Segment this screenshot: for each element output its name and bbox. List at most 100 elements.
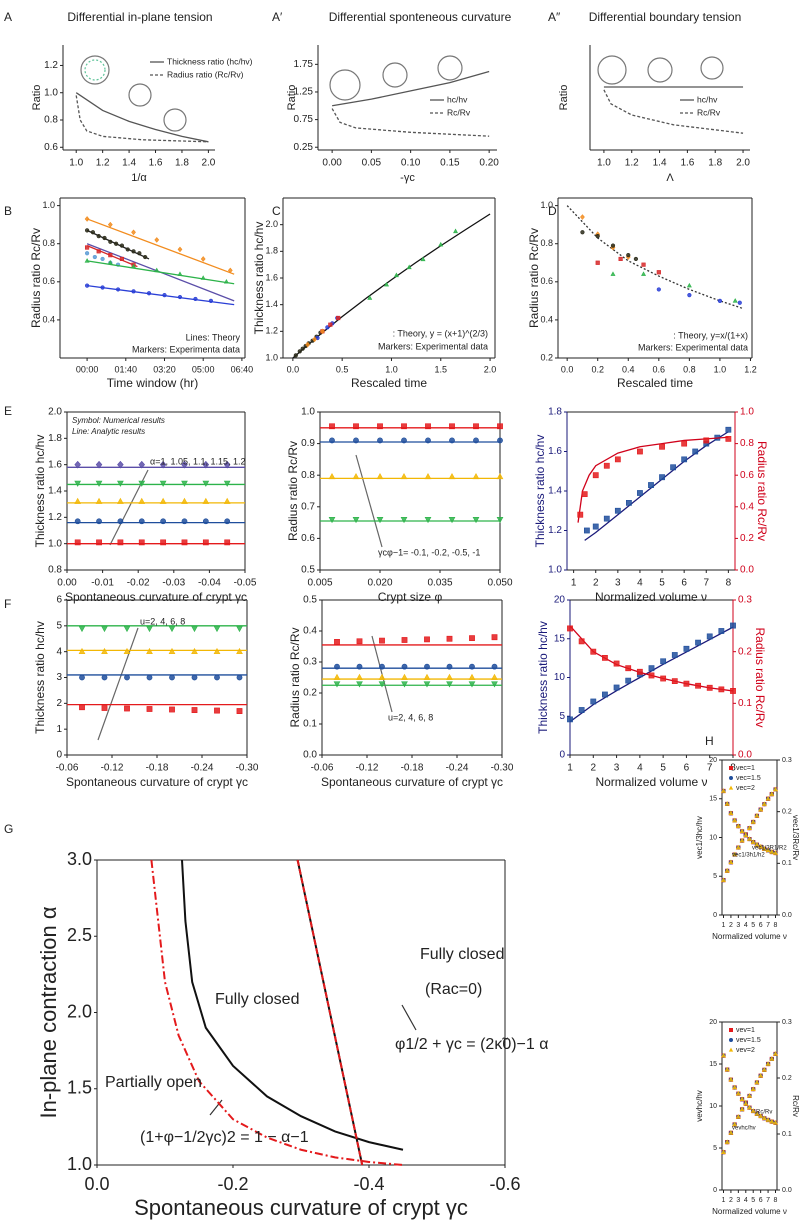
y-tick-label: 1.0 (548, 565, 562, 576)
marker (728, 1076, 734, 1082)
annotation: (Rac=0) (425, 981, 482, 998)
marker (613, 660, 620, 667)
marker (181, 480, 188, 487)
x-tick-label: 2 (729, 922, 733, 929)
marker (577, 511, 584, 518)
marker (353, 437, 359, 444)
y2-tick-label: 0.0 (782, 1187, 792, 1194)
marker (453, 228, 459, 234)
x-axis-label: Normalized volume ν (595, 590, 707, 604)
marker (191, 707, 198, 713)
annotation: : Theory, y = (x+1)^(2/3) (393, 328, 488, 338)
y-tick-label: 1.0 (265, 352, 278, 362)
y-tick-label: 0.8 (48, 565, 62, 576)
y-tick-label: 0.8 (42, 238, 55, 248)
marker (356, 681, 363, 688)
x-tick-label: 5 (660, 763, 666, 774)
y-tick-label: 1.75 (294, 59, 314, 70)
marker (706, 633, 713, 640)
marker (581, 491, 588, 498)
y2-tick-label: 0.6 (740, 470, 754, 481)
marker (618, 256, 623, 262)
x-tick-label: 0.8 (683, 364, 696, 374)
legend-label: vev=1 (736, 1027, 755, 1034)
marker (177, 271, 183, 276)
marker (648, 672, 655, 679)
marker (107, 221, 113, 228)
marker (336, 315, 341, 321)
series-line (86, 218, 235, 275)
marker (223, 279, 229, 284)
series-line (75, 92, 209, 143)
marker (236, 647, 243, 655)
marker (613, 684, 620, 691)
marker (717, 298, 723, 303)
x-axis-label: Normalized volume ν (712, 932, 787, 941)
y-tick-label: 1.2 (44, 60, 58, 71)
marker (100, 256, 105, 262)
marker (578, 707, 585, 713)
marker (754, 841, 760, 847)
x-tick-label: -0.18 (146, 763, 169, 774)
marker (200, 275, 206, 280)
y-tick-label: 1.2 (265, 326, 278, 336)
y-tick-label: 3 (56, 672, 62, 683)
marker (718, 686, 725, 693)
x-tick-label: 2.0 (484, 364, 497, 374)
legend-label: Rc/Rv (697, 107, 721, 117)
annotation: vec1/3h1/h2 (732, 853, 765, 859)
y-tick-label: 10 (709, 834, 717, 841)
x-tick-label: 03:20 (153, 364, 176, 374)
marker (401, 437, 407, 444)
y-axis-label: vec1/3hc/hv (695, 816, 704, 859)
x-tick-label: -0.01 (91, 578, 114, 589)
marker (334, 638, 340, 645)
marker (765, 795, 771, 801)
marker (730, 688, 736, 694)
marker (393, 272, 399, 278)
marker (472, 473, 480, 480)
x-axis-label: Spontaneous curvature of crypt γc (65, 590, 247, 604)
panel-label: A (4, 10, 12, 24)
annotation: Symbol: Numerical results (72, 416, 165, 425)
marker (84, 283, 90, 288)
y2-tick-label: 0.3 (782, 1019, 792, 1026)
y-tick-label: 2.0 (67, 1001, 92, 1021)
y2-tick-label: 1.0 (740, 407, 754, 418)
panel-label: G (4, 822, 13, 836)
marker (236, 708, 243, 714)
marker (720, 1052, 726, 1058)
marker (191, 626, 198, 633)
x-tick-label: 2 (593, 578, 599, 589)
marker (356, 673, 363, 680)
series-line (296, 859, 364, 1166)
y-tick-label: 0.5 (303, 595, 317, 606)
annotation: Fully closed (215, 991, 299, 1008)
marker (592, 472, 599, 479)
y-tick-label: 0.6 (44, 142, 58, 153)
x-tick-label: 1.0 (69, 158, 83, 169)
x-tick-label: 0.20 (479, 158, 499, 169)
marker (143, 254, 148, 260)
x-tick-label: 1.6 (149, 158, 163, 169)
y-tick-label: 0.75 (294, 114, 314, 125)
y-axis-label: Thickness ratio hc/hv (536, 621, 550, 734)
marker (747, 1093, 752, 1098)
marker (580, 214, 585, 220)
marker (578, 638, 585, 645)
marker (732, 851, 738, 857)
x-axis-label: Normalized volume ν (712, 1207, 787, 1216)
annotation: Rc/Rv (756, 1110, 772, 1116)
marker (102, 235, 107, 241)
marker (773, 786, 779, 792)
marker (333, 681, 341, 688)
marker (352, 473, 360, 480)
marker (117, 497, 124, 504)
y-tick-label: 15 (554, 633, 566, 644)
marker (117, 480, 124, 487)
marker (125, 247, 130, 252)
marker (154, 237, 160, 243)
marker (468, 673, 476, 680)
marker (224, 518, 231, 525)
y-tick-label: 0.5 (301, 565, 315, 576)
